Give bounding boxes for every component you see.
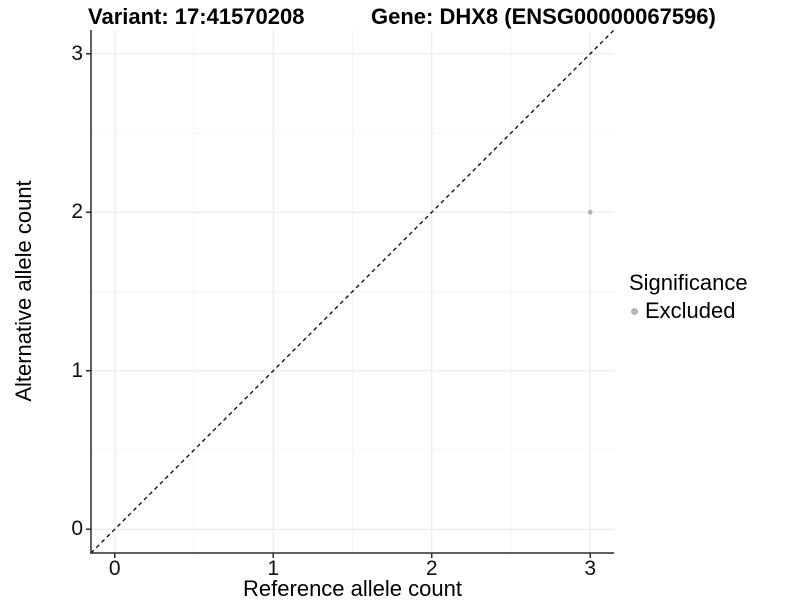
- x-tick-label: 0: [108, 557, 121, 580]
- x-tick-label: 3: [584, 557, 597, 580]
- y-tick-label: 0: [71, 517, 83, 541]
- variant-title: Variant: 17:41570208: [88, 4, 305, 29]
- y-tick-label: 2: [71, 200, 83, 224]
- excluded-point-icon: [631, 307, 638, 315]
- gene-title: Gene: DHX8 (ENSG00000067596): [371, 4, 716, 29]
- x-axis-title: Reference allele count: [243, 576, 462, 601]
- legend: Significance Excluded: [629, 270, 748, 324]
- data-point: [587, 209, 593, 215]
- y-axis-title: Alternative allele count: [11, 180, 36, 402]
- y-tick-label: 1: [71, 358, 83, 382]
- legend-item-label: Excluded: [645, 298, 736, 323]
- legend-title: Significance: [629, 270, 748, 295]
- legend-item-excluded: Excluded: [629, 298, 748, 324]
- y-tick-label: 3: [71, 41, 83, 65]
- identity-dashed-line: [90, 29, 615, 554]
- x-tick-label: 2: [425, 557, 438, 580]
- x-tick-label: 1: [267, 557, 280, 580]
